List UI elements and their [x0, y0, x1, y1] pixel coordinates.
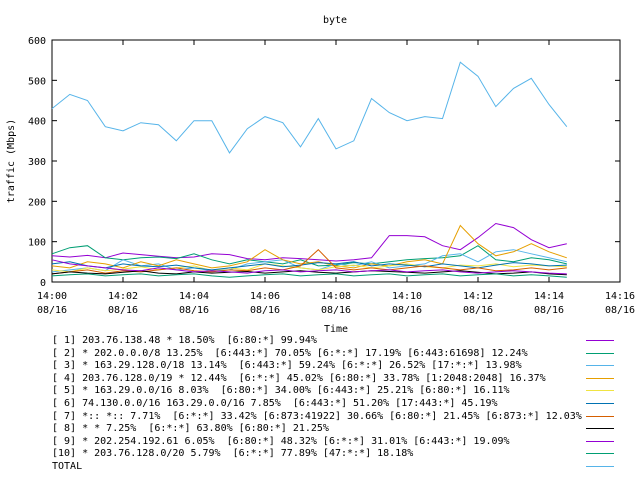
legend-item: [10] * 203.76.128.0/20 5.79% [6:*:*] 77.… [52, 447, 640, 460]
x-tick-label-date: 08/16 [179, 305, 209, 316]
series-line-9 [51, 259, 567, 275]
legend-item: [ 2] * 202.0.0.0/8 13.25% [6:443:*] 70.0… [52, 347, 640, 360]
x-tick-label-time: 14:10 [392, 291, 422, 302]
chart-title: byte [323, 15, 347, 26]
y-tick-label: 400 [28, 117, 46, 128]
y-tick-label: 0 [40, 278, 46, 289]
x-tick-label-date: 08/16 [605, 305, 635, 316]
legend-swatch [586, 390, 614, 392]
legend-label: [ 9] * 202.254.192.61 6.05% [6:80:*] 48.… [52, 435, 510, 447]
series-line-7 [51, 249, 567, 275]
legend-label: [ 1] 203.76.138.48 * 18.50% [6:80:*] 99.… [52, 335, 317, 346]
legend-label: [ 7] *:: *:: 7.71% [6:*:*] 33.42% [6:873… [52, 410, 582, 422]
legend-label: [ 2] * 202.0.0.0/8 13.25% [6:443:*] 70.0… [52, 347, 528, 359]
x-tick-label-date: 08/16 [37, 305, 67, 316]
series-line-4 [51, 224, 567, 269]
legend-swatch [586, 365, 614, 367]
legend-label: [10] * 203.76.128.0/20 5.79% [6:*:*] 77.… [52, 448, 414, 460]
series-line-10 [51, 273, 567, 278]
legend-label: [ 5] * 163.29.0.0/16 8.03% [6:80:*] 34.0… [52, 385, 510, 397]
legend-label: [ 8] * * 7.25% [6:*:*] 63.80% [6:80:*] 2… [52, 423, 329, 435]
legend-item: [ 8] * * 7.25% [6:*:*] 63.80% [6:80:*] 2… [52, 422, 640, 435]
legend-swatch [586, 403, 614, 404]
series-line-11 [51, 61, 568, 154]
series-line-5 [51, 263, 567, 273]
legend-swatch [586, 340, 614, 341]
legend-item: [ 1] 203.76.138.48 * 18.50% [6:80:*] 99.… [52, 334, 640, 347]
x-tick-label-time: 14:00 [37, 291, 67, 302]
legend-swatch [586, 453, 614, 455]
legend-item: TOTAL [52, 460, 640, 473]
legend-label: [ 4] 203.76.128.0/19 * 12.44% [6:*:*] 45… [52, 372, 546, 384]
x-tick-label-time: 14:08 [321, 291, 351, 302]
x-axis: 14:00 08/16 14:02 08/16 14:04 08/16 14:06 08/16… [37, 40, 635, 316]
legend-swatch [586, 428, 614, 430]
x-tick-label-date: 08/16 [321, 305, 351, 316]
legend-swatch [586, 440, 614, 442]
y-axis-label: traffic (Mbps) [6, 119, 17, 203]
y-tick-label: 600 [28, 36, 46, 47]
x-tick-label-time: 14:14 [534, 291, 564, 302]
series-line-6 [51, 261, 567, 271]
legend-item: [ 3] * 163.29.128.0/18 13.14% [6:443:*] … [52, 359, 640, 372]
x-tick-label-time: 14:02 [108, 291, 138, 302]
legend-swatch [586, 352, 614, 354]
legend-swatch [586, 415, 614, 417]
legend-label: [ 6] 74.130.0.0/16 163.29.0.0/16 7.85% [… [52, 398, 498, 409]
y-tick-label: 100 [28, 238, 46, 249]
x-tick-label-time: 14:06 [250, 291, 280, 302]
y-tick-label: 200 [28, 197, 46, 208]
legend-item: [ 6] 74.130.0.0/16 163.29.0.0/16 7.85% [… [52, 397, 640, 410]
legend-label: TOTAL [52, 461, 83, 472]
x-tick-label-date: 08/16 [463, 305, 493, 316]
x-tick-label-date: 08/16 [250, 305, 280, 316]
x-tick-label-date: 08/16 [392, 305, 422, 316]
y-axis: 0 100 200 300 400 500 600 [28, 36, 620, 289]
x-tick-label-date: 08/16 [534, 305, 564, 316]
x-tick-label-time: 14:12 [463, 291, 493, 302]
legend-swatch [586, 466, 614, 467]
legend-item: [ 9] * 202.254.192.61 6.05% [6:80:*] 48.… [52, 435, 640, 448]
x-axis-label: Time [324, 324, 348, 335]
legend-item: [ 7] *:: *:: 7.71% [6:*:*] 33.42% [6:873… [52, 410, 640, 423]
series-line-1 [51, 222, 567, 262]
x-tick-label-time: 14:16 [605, 291, 635, 302]
series-lines [51, 61, 568, 278]
x-tick-label-date: 08/16 [108, 305, 138, 316]
legend-item: [ 5] * 163.29.0.0/16 8.03% [6:80:*] 34.0… [52, 384, 640, 397]
legend-label: [ 3] * 163.29.128.0/18 13.14% [6:443:*] … [52, 360, 522, 372]
y-tick-label: 300 [28, 157, 46, 168]
x-tick-label-time: 14:04 [179, 291, 209, 302]
legend-swatch [586, 377, 614, 379]
y-tick-label: 500 [28, 76, 46, 87]
legend-item: [ 4] 203.76.128.0/19 * 12.44% [6:*:*] 45… [52, 372, 640, 385]
